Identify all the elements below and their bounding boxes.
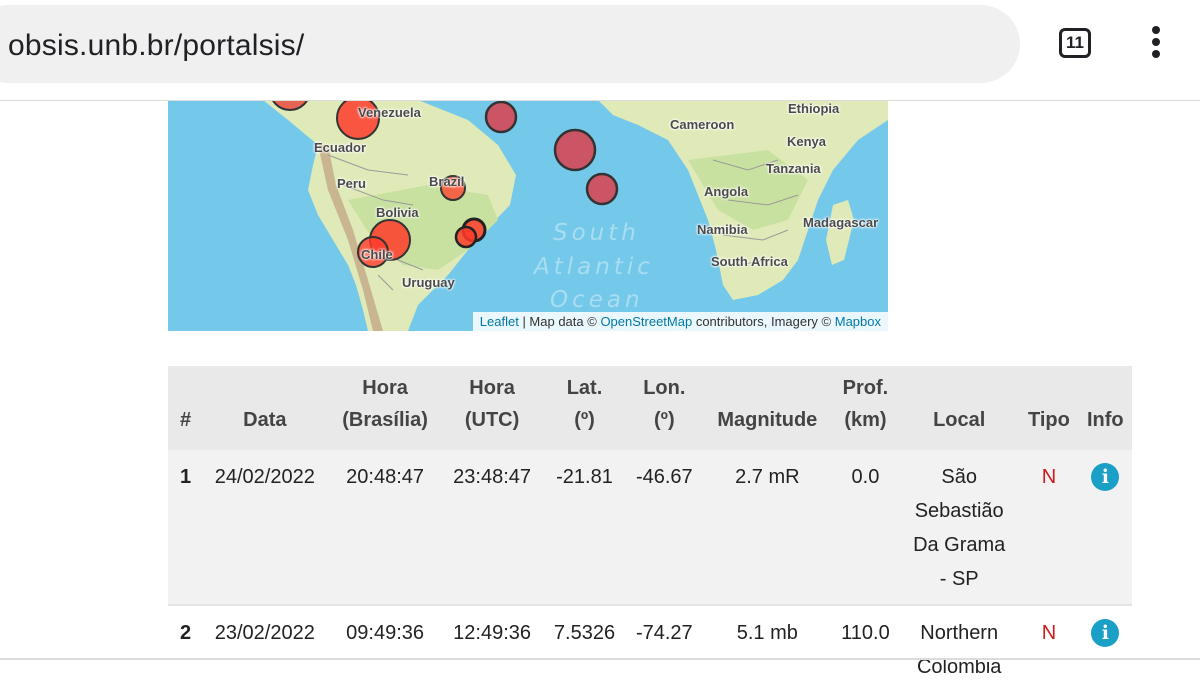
cell-data: 24/02/2022: [214, 466, 315, 488]
col-header-info: Info: [1086, 409, 1124, 431]
map-label-ethiopia: Ethiopia: [788, 101, 840, 116]
cell-local: São Sebastião Da Grama - SP: [913, 466, 1006, 590]
cell-lon: -46.67: [635, 466, 693, 488]
cell-prof: 110.0: [841, 622, 890, 644]
info-icon[interactable]: i: [1091, 619, 1120, 647]
cell-hora-utc: 12:49:36: [453, 622, 531, 644]
table-header-row: # Data Hora (Brasília) Hora (UTC) Lat. (º) …: [168, 366, 1132, 450]
map-label-kenya: Kenya: [787, 134, 827, 149]
quake-marker[interactable]: [357, 236, 389, 268]
map-label-south-africa: South Africa: [711, 254, 788, 269]
col-header-data: Data: [243, 409, 287, 431]
map-label-bolivia: Bolivia: [376, 205, 419, 220]
ocean-label-line1: South: [553, 220, 640, 246]
tab-switcher-button[interactable]: 11: [1059, 28, 1091, 58]
cell-tipo: N: [1041, 622, 1057, 644]
ocean-label-line2: Atlantic: [534, 254, 654, 280]
col-header-magnitude: Magnitude: [717, 409, 818, 431]
map-label-madagascar: Madagascar: [803, 215, 879, 230]
ocean-label-line3: Ocean: [550, 287, 644, 313]
map-label-cameroon: Cameroon: [670, 117, 735, 132]
bottom-divider: [0, 658, 1200, 660]
map-label-uruguay: Uruguay: [402, 275, 455, 290]
cell-hora-brasilia: 20:48:47: [346, 466, 424, 488]
earthquake-table: # Data Hora (Brasília) Hora (UTC) Lat. (º) …: [168, 366, 1132, 692]
leaflet-link[interactable]: Leaflet: [479, 314, 519, 329]
col-header-num: #: [180, 409, 192, 431]
cell-idx: 1: [180, 466, 192, 488]
col-header-tipo: Tipo: [1027, 409, 1070, 431]
earthquake-map[interactable]: Venezuela Ecuador Peru Brazil Bolivia Ch…: [168, 100, 888, 331]
map-label-chile: Chile: [361, 247, 393, 262]
attribution-text-2: contributors, Imagery ©: [692, 314, 835, 329]
col-header-hora-utc: Hora (UTC): [464, 377, 520, 431]
col-header-lat: Lat. (º): [566, 377, 603, 431]
cell-info: i: [1079, 450, 1132, 605]
url-text[interactable]: obsis.unb.br/portalsis/: [8, 29, 305, 62]
quake-marker[interactable]: [270, 100, 310, 111]
map-label-ecuador: Ecuador: [314, 140, 367, 155]
map-attribution: Leaflet | Map data © OpenStreetMap contr…: [472, 312, 888, 331]
col-header-lon: Lon. (º): [643, 377, 686, 431]
map-label-brazil: Brazil: [429, 174, 465, 189]
cell-hora-brasilia: 09:49:36: [346, 622, 424, 644]
quake-marker[interactable]: [336, 100, 380, 140]
info-icon[interactable]: i: [1091, 463, 1120, 491]
quake-markers: [270, 100, 619, 268]
quake-marker[interactable]: [454, 225, 478, 249]
cell-magnitude: 2.7 mR: [735, 466, 800, 488]
address-bar[interactable]: obsis.unb.br/portalsis/: [0, 5, 1020, 83]
cell-lon: -74.27: [635, 622, 693, 644]
map-label-angola: Angola: [704, 184, 749, 199]
col-header-local: Local: [933, 409, 986, 431]
cell-magnitude: 5.1 mb: [736, 622, 798, 644]
map-label-peru: Peru: [337, 176, 366, 191]
table-row[interactable]: 1 24/02/2022 20:48:47 23:48:47 -21.81 -4…: [168, 450, 1132, 605]
osm-link[interactable]: OpenStreetMap: [600, 314, 693, 329]
cell-lat: -21.81: [556, 466, 613, 488]
table-row[interactable]: 2 23/02/2022 09:49:36 12:49:36 7.5326 -7…: [168, 605, 1132, 692]
cell-local: Northern Colombia: [916, 622, 1002, 678]
quake-marker[interactable]: [484, 100, 518, 134]
cell-hora-utc: 23:48:47: [453, 466, 531, 488]
cell-idx: 2: [180, 622, 192, 644]
mapbox-link[interactable]: Mapbox: [834, 314, 881, 329]
more-menu-icon[interactable]: [1148, 26, 1164, 62]
cell-data: 23/02/2022: [214, 622, 315, 644]
cell-tipo: N: [1041, 466, 1057, 488]
cell-info: i: [1079, 605, 1132, 692]
map-label-venezuela: Venezuela: [358, 105, 421, 120]
cell-prof: 0.0: [851, 466, 880, 488]
quake-marker[interactable]: [585, 172, 619, 206]
map-label-namibia: Namibia: [697, 222, 748, 237]
attribution-text-1: | Map data ©: [518, 314, 601, 329]
cell-lat: 7.5326: [553, 622, 616, 644]
map-label-tanzania: Tanzania: [766, 161, 821, 176]
col-header-hora-brasilia: Hora (Brasília): [342, 377, 428, 431]
quake-marker[interactable]: [553, 128, 597, 172]
col-header-prof: Prof. (km): [842, 377, 889, 431]
browser-toolbar: obsis.unb.br/portalsis/ 11: [0, 0, 1200, 101]
quake-marker[interactable]: [440, 175, 466, 201]
